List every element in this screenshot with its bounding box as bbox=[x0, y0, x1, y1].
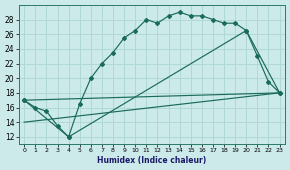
X-axis label: Humidex (Indice chaleur): Humidex (Indice chaleur) bbox=[97, 156, 206, 165]
